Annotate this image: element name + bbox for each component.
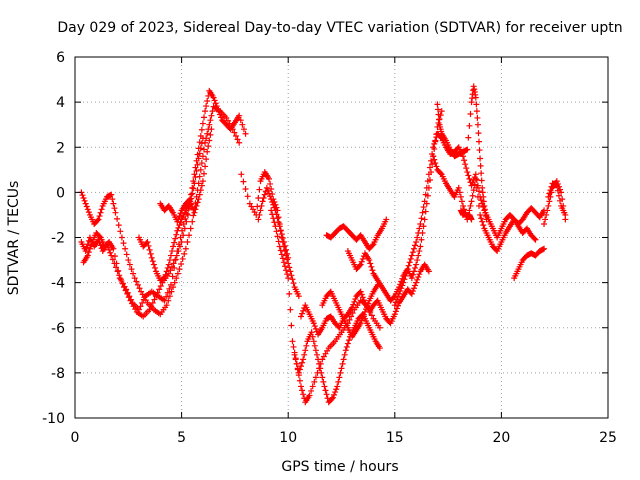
data-point-marks xyxy=(511,245,548,282)
series-trace-s xyxy=(545,180,569,218)
axis-ticks: 0 5 10 15 20 25 -10 -8 -6 -4 -2 0 2 4 6 xyxy=(42,50,617,446)
series-trace-f xyxy=(238,169,302,300)
data-point-marks xyxy=(323,216,390,252)
x-tick-label: 20 xyxy=(492,430,510,446)
x-tick-label: 5 xyxy=(177,430,186,446)
series-trace-t xyxy=(457,207,475,223)
series-trace-g xyxy=(255,184,292,261)
data-points xyxy=(78,83,569,406)
series-trace-j xyxy=(297,261,432,338)
data-point-marks xyxy=(297,261,432,338)
data-point-marks xyxy=(78,103,243,318)
series-trace-k xyxy=(319,281,381,340)
data-point-marks xyxy=(344,108,445,304)
series-trace-m xyxy=(344,108,445,304)
data-point-marks xyxy=(319,281,381,340)
x-tick-label: 15 xyxy=(386,430,404,446)
y-tick-label: -10 xyxy=(42,411,65,427)
data-point-marks xyxy=(135,126,215,284)
y-tick-label: 6 xyxy=(56,50,65,66)
data-point-marks xyxy=(545,180,569,218)
data-point-marks xyxy=(80,135,206,313)
y-tick-label: -2 xyxy=(51,231,65,247)
series-trace-p xyxy=(434,83,490,223)
y-axis-label: SDTVAR / TECUs xyxy=(6,181,22,296)
x-tick-label: 25 xyxy=(599,430,617,446)
y-tick-label: -8 xyxy=(51,366,65,382)
series-trace-l xyxy=(323,216,390,252)
series-trace-d xyxy=(135,126,215,284)
data-point-marks xyxy=(157,196,194,225)
y-tick-label: 2 xyxy=(56,140,65,156)
x-axis-label: GPS time / hours xyxy=(281,459,398,475)
series-trace-e xyxy=(157,196,194,225)
series-trace-c xyxy=(80,135,206,313)
y-tick-label: 0 xyxy=(56,185,65,201)
y-tick-label: 4 xyxy=(56,95,65,111)
series-trace-q xyxy=(511,245,548,282)
data-point-marks xyxy=(434,83,490,223)
chart-title: Day 029 of 2023, Sidereal Day-to-day VTE… xyxy=(57,20,622,36)
series-trace-b xyxy=(78,103,243,318)
data-point-marks xyxy=(255,184,292,261)
data-point-marks xyxy=(457,207,475,223)
y-tick-label: -4 xyxy=(51,276,65,292)
data-point-marks xyxy=(238,169,302,300)
x-tick-label: 10 xyxy=(279,430,297,446)
x-tick-label: 0 xyxy=(71,430,80,446)
y-tick-label: -6 xyxy=(51,321,65,337)
